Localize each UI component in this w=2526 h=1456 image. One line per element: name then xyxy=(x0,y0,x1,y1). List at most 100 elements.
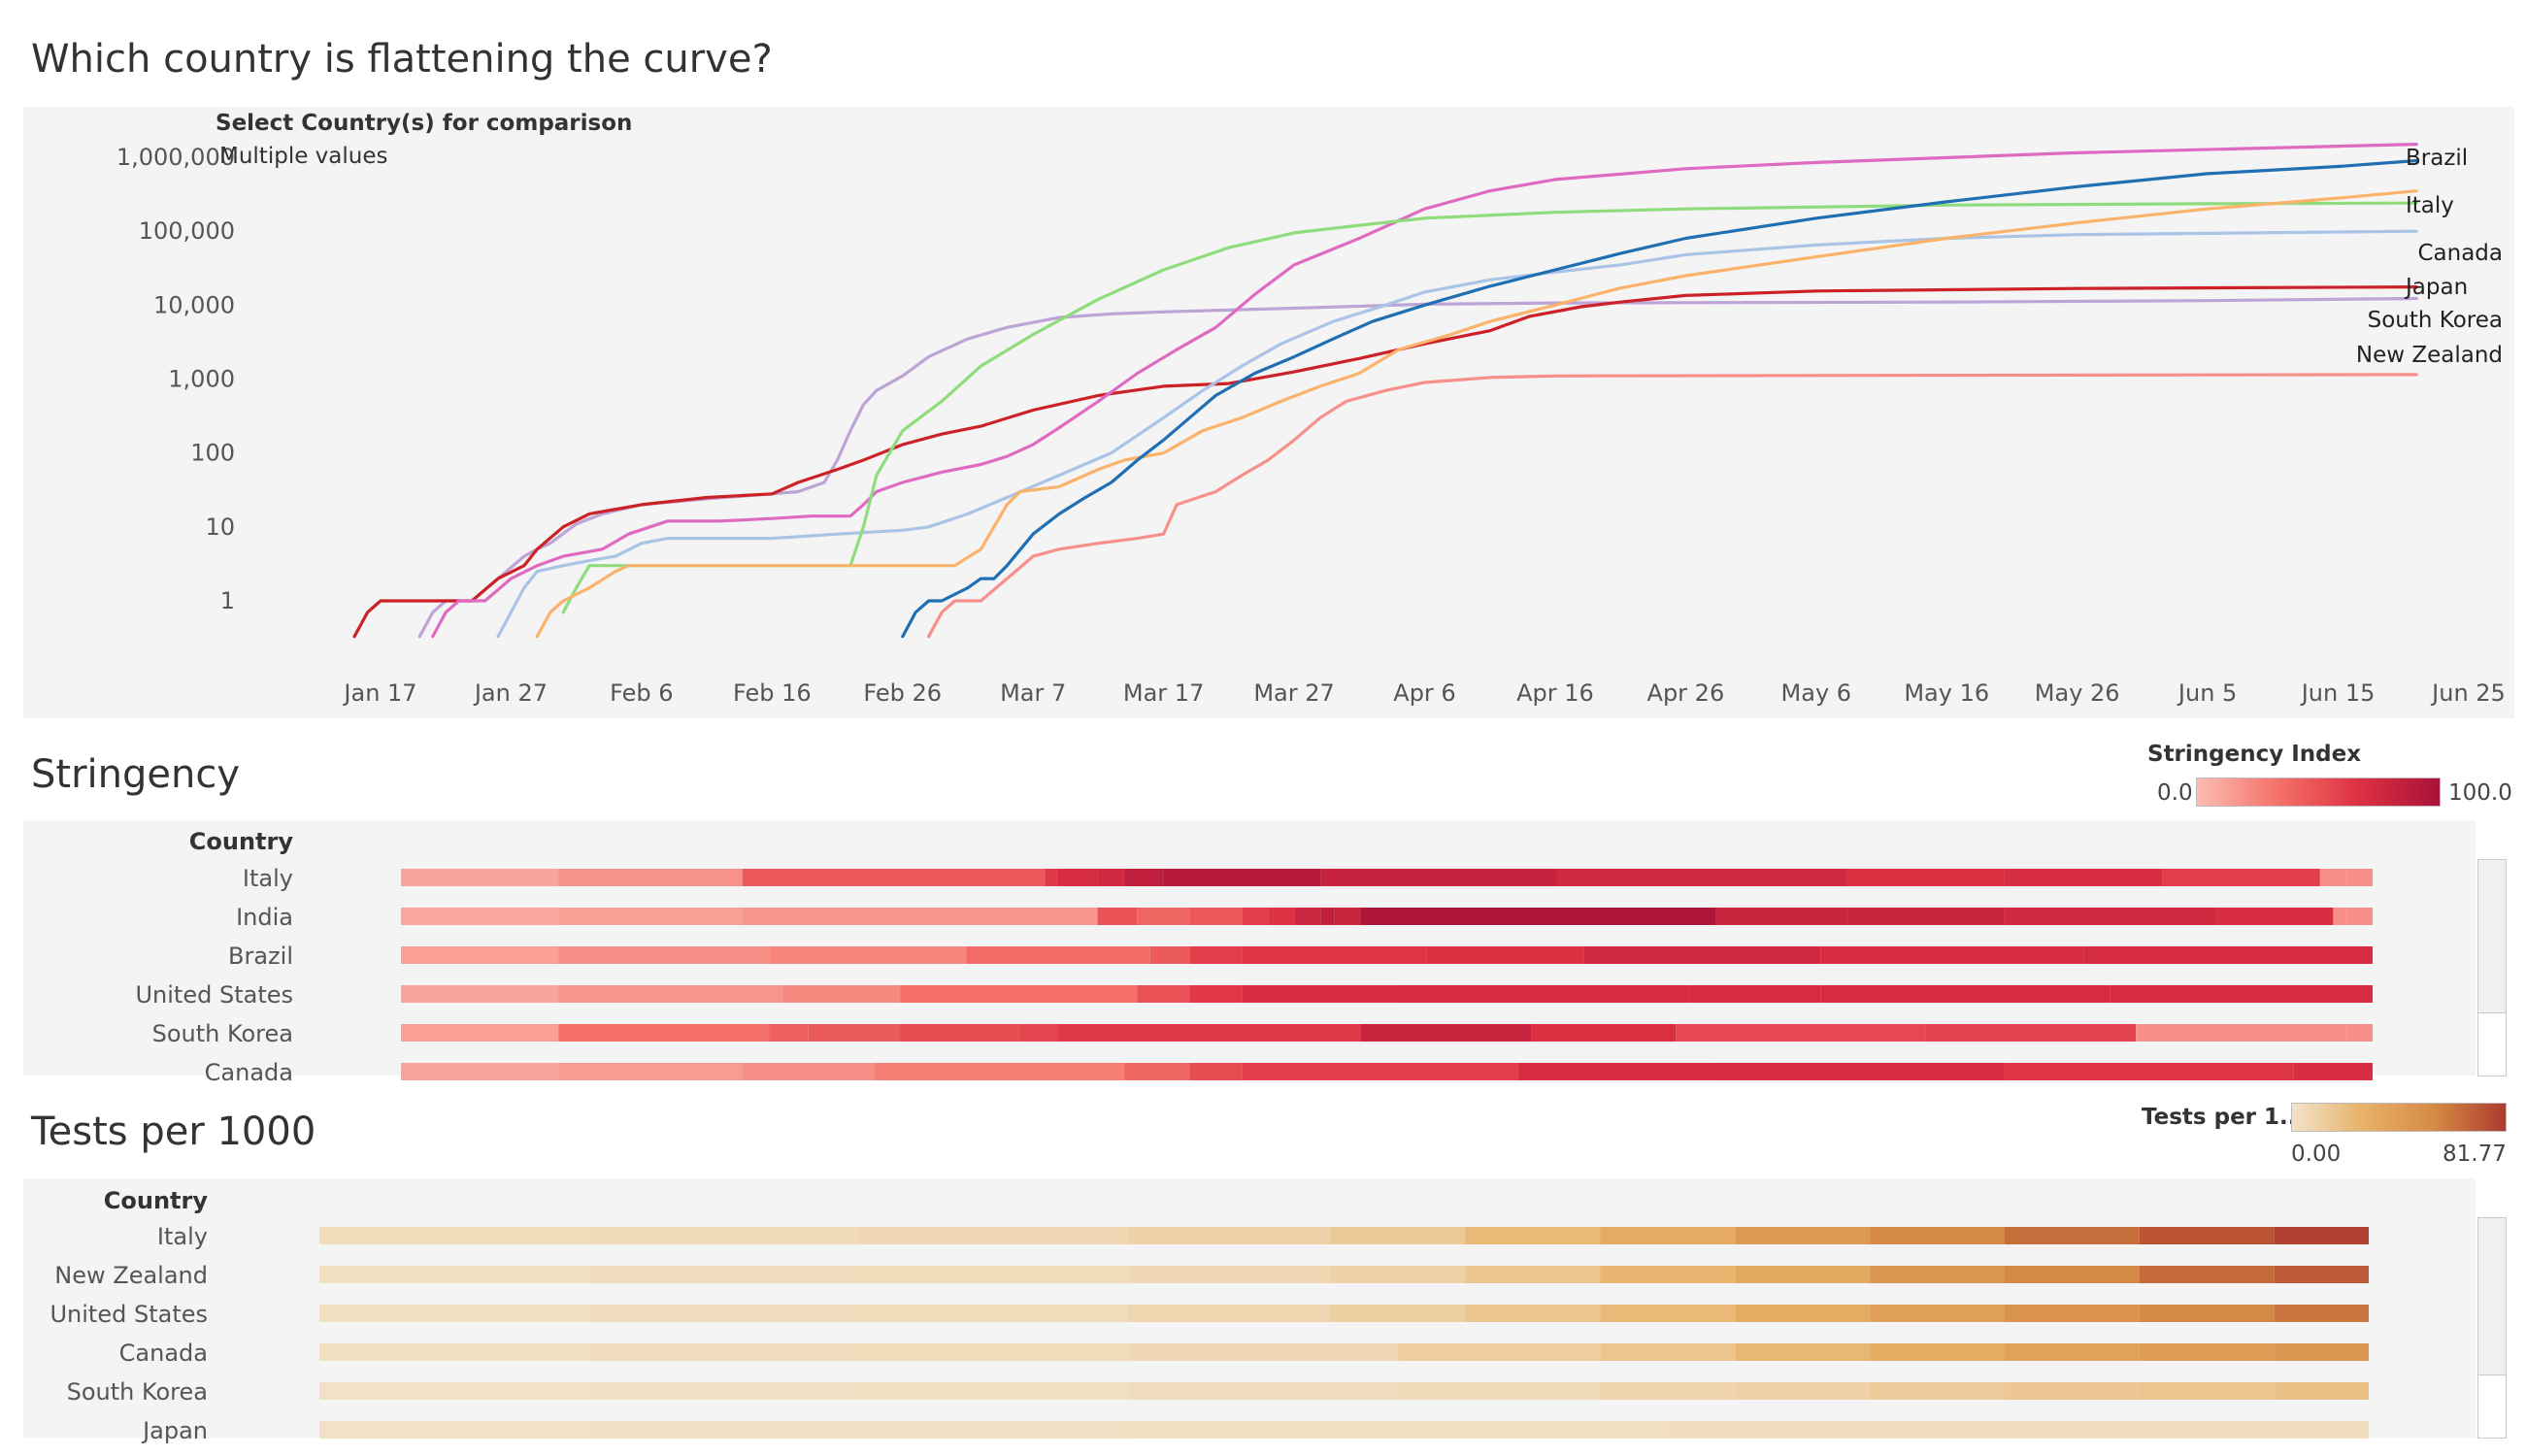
series-line-united-states xyxy=(537,191,2416,637)
x-tick-label-may-26: May 26 xyxy=(2035,679,2120,707)
cell-united-states-9 xyxy=(2005,1305,2140,1322)
stringency-scrollbar[interactable] xyxy=(2477,859,2507,1076)
cell-italy-12 xyxy=(2162,869,2320,886)
cell-italy-8 xyxy=(1321,869,1558,886)
row-label-south-korea: South Korea xyxy=(152,1020,293,1047)
cell-south-korea-1 xyxy=(589,1382,859,1400)
cell-brazil-9 xyxy=(1820,946,2083,964)
cell-india-6 xyxy=(1243,908,1269,925)
x-tick-label-jan-17: Jan 17 xyxy=(342,679,416,707)
cell-italy-10 xyxy=(1846,869,2004,886)
cell-india-5 xyxy=(1189,908,1242,925)
end-label-japan: Japan xyxy=(2404,275,2468,300)
cell-south-korea-5 xyxy=(1600,1382,1735,1400)
cell-new-zealand-10 xyxy=(2140,1266,2275,1283)
cell-new-zealand-1 xyxy=(589,1266,859,1283)
cell-united-states-6 xyxy=(1600,1305,1735,1322)
cell-italy-0 xyxy=(319,1227,589,1244)
cell-japan-3 xyxy=(1668,1421,2369,1439)
cell-united-states-4 xyxy=(1331,1305,1466,1322)
cell-italy-10 xyxy=(2140,1227,2275,1244)
cell-india-15 xyxy=(2005,908,2215,925)
x-tick-label-apr-16: Apr 16 xyxy=(1516,679,1594,707)
row-label-canada: Canada xyxy=(205,1059,293,1086)
cell-canada-5 xyxy=(1600,1343,1735,1361)
cell-united-states-11 xyxy=(2110,985,2373,1003)
cell-canada-6 xyxy=(1243,1063,1518,1080)
cell-united-states-10 xyxy=(2140,1305,2275,1322)
cell-india-7 xyxy=(1269,908,1295,925)
cell-canada-2 xyxy=(859,1343,1129,1361)
cell-united-states-3 xyxy=(901,985,1138,1003)
end-label-italy: Italy xyxy=(2406,193,2454,218)
cell-south-korea-1 xyxy=(559,1024,770,1042)
cell-italy-2 xyxy=(859,1227,1129,1244)
row-header: Country xyxy=(189,828,294,855)
country-filter-value[interactable]: Multiple values xyxy=(219,144,387,169)
end-label-brazil: Brazil xyxy=(2406,146,2468,171)
cell-new-zealand-7 xyxy=(1735,1266,1870,1283)
cell-south-korea-9 xyxy=(1676,1024,1925,1042)
cell-japan-0 xyxy=(319,1421,589,1439)
cell-south-korea-0 xyxy=(401,1024,559,1042)
x-tick-label-apr-26: Apr 26 xyxy=(1647,679,1725,707)
x-tick-label-jun-25: Jun 25 xyxy=(2430,679,2506,707)
y-tick-label-1: 1 xyxy=(220,587,235,614)
tests-scrollbar[interactable] xyxy=(2477,1217,2507,1439)
cell-new-zealand-4 xyxy=(1331,1266,1466,1283)
cell-south-korea-7 xyxy=(1870,1382,2005,1400)
cell-canada-1 xyxy=(589,1343,859,1361)
cell-united-states-1 xyxy=(589,1305,859,1322)
cell-india-1 xyxy=(559,908,744,925)
x-tick-label-may-6: May 6 xyxy=(1781,679,1852,707)
cell-canada-4 xyxy=(1398,1343,1600,1361)
cell-italy-0 xyxy=(401,869,559,886)
tests-scroll-thumb[interactable] xyxy=(2478,1374,2506,1438)
tests-legend-max: 81.77 xyxy=(2443,1142,2507,1167)
cell-italy-3 xyxy=(1128,1227,1330,1244)
cell-italy-14 xyxy=(2346,869,2373,886)
cell-united-states-8 xyxy=(1558,985,1689,1003)
cell-south-korea-3 xyxy=(809,1024,901,1042)
cell-india-8 xyxy=(1295,908,1321,925)
row-label-italy: Italy xyxy=(157,1223,208,1250)
cell-south-korea-11 xyxy=(2136,1024,2346,1042)
cell-italy-13 xyxy=(2320,869,2346,886)
cell-south-korea-8 xyxy=(1531,1024,1676,1042)
cell-south-korea-12 xyxy=(2346,1024,2373,1042)
cell-india-4 xyxy=(1137,908,1189,925)
stringency-legend-gradient xyxy=(2196,778,2441,807)
cell-india-0 xyxy=(401,908,559,925)
cell-united-states-7 xyxy=(1735,1305,1870,1322)
cell-japan-2 xyxy=(1128,1421,1668,1439)
cell-united-states-0 xyxy=(319,1305,589,1322)
row-label-south-korea: South Korea xyxy=(67,1378,208,1406)
cell-united-states-2 xyxy=(859,1305,1129,1322)
cell-canada-9 xyxy=(2140,1343,2275,1361)
y-tick-label-100-000: 100,000 xyxy=(139,217,235,245)
cell-italy-1 xyxy=(589,1227,859,1244)
cell-new-zealand-2 xyxy=(859,1266,1129,1283)
cell-new-zealand-0 xyxy=(319,1266,589,1283)
row-header: Country xyxy=(104,1187,209,1214)
end-label-new-zealand: New Zealand xyxy=(2356,343,2503,368)
cell-south-korea-7 xyxy=(1360,1024,1531,1042)
cell-india-3 xyxy=(1098,908,1138,925)
cell-new-zealand-9 xyxy=(2005,1266,2140,1283)
cell-united-states-11 xyxy=(2275,1305,2369,1322)
y-tick-label-1-000-000: 1,000,000 xyxy=(116,144,235,171)
cell-south-korea-9 xyxy=(2140,1382,2275,1400)
y-tick-label-10-000: 10,000 xyxy=(153,291,235,318)
cell-brazil-10 xyxy=(2083,946,2373,964)
x-tick-label-jan-27: Jan 27 xyxy=(473,679,548,707)
cell-south-korea-2 xyxy=(859,1382,1129,1400)
x-tick-label-feb-26: Feb 26 xyxy=(863,679,942,707)
cell-india-14 xyxy=(1846,908,2004,925)
cell-united-states-5 xyxy=(1189,985,1242,1003)
cell-canada-10 xyxy=(2294,1063,2373,1080)
stringency-heatmap: CountryItalyIndiaBrazilUnited StatesSout… xyxy=(0,820,2526,1092)
y-tick-label-10: 10 xyxy=(205,513,235,541)
cell-italy-5 xyxy=(1098,869,1124,886)
stringency-scroll-thumb[interactable] xyxy=(2478,1012,2506,1075)
end-label-canada: Canada xyxy=(2417,241,2503,266)
